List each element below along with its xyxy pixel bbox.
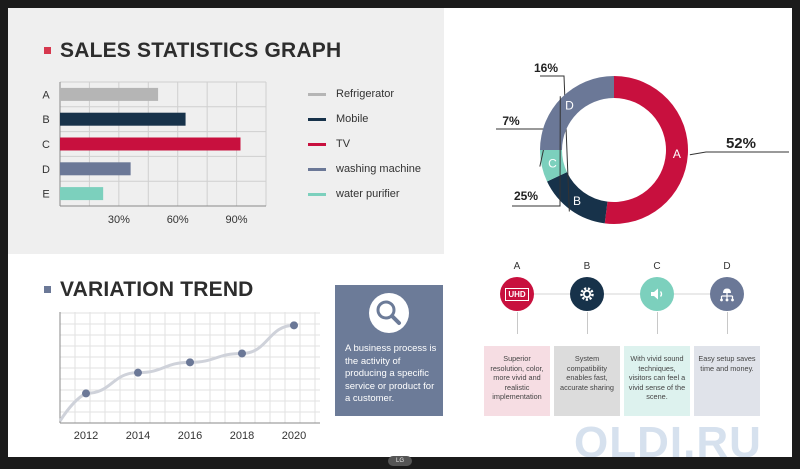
feature-letter-a: A bbox=[513, 261, 521, 272]
donut-slice-d bbox=[540, 76, 614, 150]
sales-statistics-panel: SALES STATISTICS GRAPH A B C D E 30% 60% 90% Re… bbox=[8, 8, 444, 254]
trend-x-tick-label: 2016 bbox=[178, 430, 202, 442]
donut-slice-a bbox=[604, 76, 688, 224]
feature-card-a: Superior resolution, color, more vivid a… bbox=[484, 346, 550, 416]
feature-connector bbox=[517, 293, 727, 295]
donut-slice-label: B bbox=[573, 194, 581, 208]
feature-icon-circle-d bbox=[710, 277, 744, 311]
trend-point-2012 bbox=[82, 389, 90, 398]
feature-letter-b: B bbox=[583, 261, 591, 272]
business-process-box: A business process is the activity of pr… bbox=[335, 285, 443, 416]
feature-card-c: With vivid sound techniques, visitors ca… bbox=[624, 346, 690, 416]
donut-slice-label: D bbox=[565, 98, 574, 112]
sales-bar-chart: A B C D E 30% 60% 90% bbox=[42, 81, 267, 226]
sales-statistics-title: SALES STATISTICS GRAPH bbox=[60, 39, 342, 62]
legend-item-mobile: Mobile bbox=[308, 111, 368, 127]
feature-card-b: System compatibility enables fast, accur… bbox=[554, 346, 620, 416]
donut-slice-label: A bbox=[673, 147, 681, 161]
legend-label: washing machine bbox=[336, 163, 421, 175]
bar-category-label: C bbox=[42, 139, 50, 151]
trend-point-2014 bbox=[134, 368, 142, 377]
donut-value-label: 25% bbox=[514, 189, 538, 203]
legend-item-water-purifier: water purifier bbox=[308, 186, 400, 202]
variation-trend-title: VARIATION TREND bbox=[60, 278, 254, 301]
feature-letter-d: D bbox=[723, 261, 731, 272]
trend-x-tick-label: 2012 bbox=[74, 430, 98, 442]
feature-stem bbox=[587, 312, 588, 334]
legend-item-refrigerator: Refrigerator bbox=[308, 86, 394, 102]
feature-stem bbox=[727, 312, 728, 334]
trend-x-tick-label: 2020 bbox=[282, 430, 306, 442]
legend-label: Refrigerator bbox=[336, 88, 395, 100]
feature-stem bbox=[657, 312, 658, 334]
sales-title-bullet bbox=[44, 47, 51, 54]
variation-line-chart: 2012 2014 2016 2018 2020 bbox=[58, 312, 320, 442]
magnifier-icon bbox=[369, 293, 409, 333]
bar-category-label: B bbox=[42, 114, 49, 126]
gear-icon bbox=[580, 287, 594, 301]
business-process-text: A business process is the activity of pr… bbox=[345, 343, 437, 404]
legend-swatch bbox=[308, 142, 326, 146]
bar-category-label: E bbox=[42, 189, 49, 201]
trend-point-2020 bbox=[290, 321, 298, 330]
donut-slice-label: C bbox=[548, 157, 557, 171]
feature-letter-c: C bbox=[653, 261, 661, 272]
speaker-icon bbox=[651, 288, 663, 300]
bar-x-tick-label: 60% bbox=[167, 214, 189, 226]
donut-callout-line bbox=[540, 75, 570, 212]
donut-value-label: 16% bbox=[534, 61, 558, 75]
bar-x-tick-label: 90% bbox=[226, 214, 248, 226]
feature-icon-circle-b bbox=[570, 277, 604, 311]
bar-a bbox=[60, 87, 159, 101]
share-donut-chart: A 52% B 16% C 7% D 25% bbox=[496, 61, 789, 224]
legend-swatch bbox=[308, 167, 326, 171]
legend-swatch bbox=[308, 192, 326, 196]
trend-x-tick-label: 2018 bbox=[230, 430, 254, 442]
bar-category-label: D bbox=[42, 164, 50, 176]
bar-category-label: A bbox=[42, 89, 50, 101]
feature-card-d: Easy setup saves time and money. bbox=[694, 346, 760, 416]
donut-value-label: 7% bbox=[502, 114, 520, 128]
network-icon bbox=[720, 288, 734, 302]
feature-icon-circle-c bbox=[640, 277, 674, 311]
bar-e bbox=[60, 187, 104, 201]
feature-icon-circle-a: UHD bbox=[500, 277, 534, 311]
legend-label: TV bbox=[336, 138, 351, 150]
trend-point-2016 bbox=[186, 358, 194, 367]
bar-d bbox=[60, 162, 131, 176]
donut-callout-line bbox=[512, 96, 561, 207]
legend-label: water purifier bbox=[336, 188, 400, 200]
legend-label: Mobile bbox=[336, 113, 369, 125]
trend-x-tick-label: 2014 bbox=[126, 430, 150, 442]
trend-point-2018 bbox=[238, 349, 246, 358]
bar-x-tick-label: 30% bbox=[108, 214, 130, 226]
legend-swatch bbox=[308, 117, 326, 121]
legend-item-tv: TV bbox=[308, 136, 350, 152]
feature-stem bbox=[517, 312, 518, 334]
tv-screen: SALES STATISTICS GRAPH A B C D E 30% 60% 90% Re… bbox=[8, 8, 792, 457]
oldi-watermark: OLDI.RU bbox=[574, 418, 762, 457]
uhd-icon: UHD bbox=[505, 287, 529, 301]
donut-value-label: 52% bbox=[726, 135, 756, 152]
bar-c bbox=[60, 137, 241, 151]
lg-logo: LG bbox=[388, 456, 412, 466]
legend-swatch bbox=[308, 92, 326, 96]
donut-slice-b bbox=[547, 172, 608, 224]
trend-title-bullet bbox=[44, 286, 51, 293]
donut-callout-line bbox=[689, 151, 789, 156]
legend-item-washing-machine: washing machine bbox=[308, 161, 421, 177]
bar-b bbox=[60, 112, 186, 126]
